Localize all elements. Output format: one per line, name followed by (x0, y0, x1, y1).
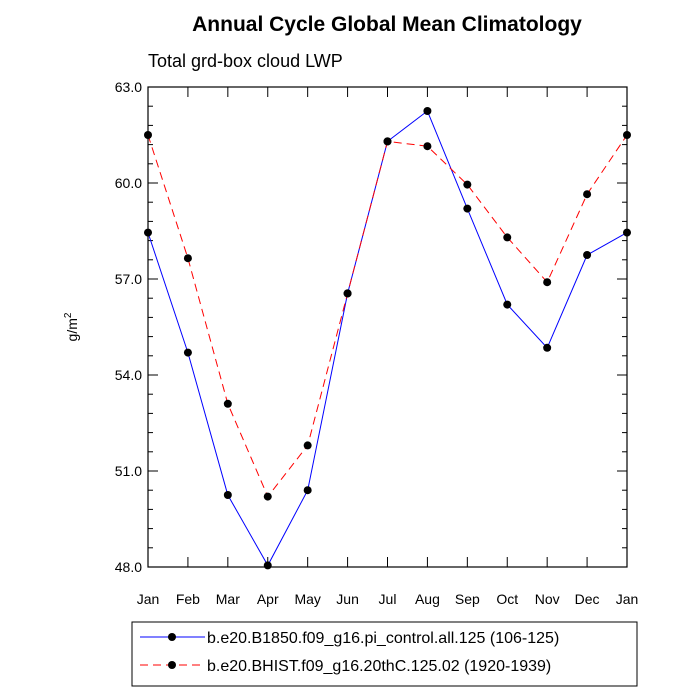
data-point (303, 486, 312, 495)
x-tick-label: Aug (415, 591, 440, 607)
data-point (223, 399, 232, 408)
data-point (263, 492, 272, 501)
y-tick-label: 48.0 (115, 559, 142, 575)
data-point (583, 251, 592, 259)
y-axis-label-superscript: 2 (63, 312, 74, 318)
data-point (183, 348, 192, 357)
data-point (503, 233, 512, 242)
x-tick-label: Apr (257, 591, 279, 607)
series-layer (144, 107, 631, 570)
data-point (463, 180, 472, 189)
data-point (543, 343, 552, 352)
x-tick-label: Sep (455, 591, 480, 607)
data-point (423, 142, 432, 151)
series-line-2 (147, 134, 628, 498)
legend-label-series-1: b.e20.B1850.f09_g16.pi_control.all.125 (… (207, 630, 559, 647)
x-tick-label: Mar (216, 591, 240, 607)
data-point (463, 204, 472, 213)
chart-subtitle: Total grd-box cloud LWP (148, 51, 343, 71)
plot-frame (147, 86, 628, 568)
data-point (183, 254, 192, 263)
legend-box (131, 621, 638, 687)
data-point (303, 441, 312, 450)
y-axis-label: g/m2 (63, 312, 80, 341)
x-tick-label: Jan (616, 591, 639, 607)
data-point (223, 491, 232, 499)
y-tick-label: 51.0 (115, 463, 142, 479)
data-point (263, 561, 272, 570)
y-tick-label: 57.0 (115, 271, 142, 287)
legend-label-series-2: b.e20.BHIST.f09_g16.20thC.125.02 (1920-1… (207, 658, 551, 675)
x-tick-label: Dec (575, 591, 600, 607)
legend-marker-series-1 (168, 633, 176, 641)
x-tick-label: Feb (176, 591, 200, 607)
x-tick-label: Jun (336, 591, 359, 607)
axis-ticks: 48.0 51.0 54.0 57.0 60.0 63.0 Jan Feb Mar Apr May J… (115, 79, 639, 607)
y-tick-label: 60.0 (115, 175, 142, 191)
legend: b.e20.B1850.f09_g16.pi_control.all.125 (… (131, 621, 638, 687)
legend-marker-series-2 (168, 661, 176, 669)
x-tick-label: Jan (137, 591, 160, 607)
y-axis-label-text: g/m (64, 318, 80, 341)
x-tick-label: Nov (535, 591, 560, 607)
data-point (583, 190, 592, 199)
x-tick-label: Oct (496, 591, 518, 607)
svg-text:g/m2: g/m2 (63, 312, 80, 341)
data-point (383, 137, 392, 146)
y-tick-label: 54.0 (115, 367, 142, 383)
series-2 (144, 131, 631, 501)
data-point (503, 300, 512, 309)
x-tick-label: May (294, 591, 320, 607)
series-1 (144, 107, 631, 570)
series-line-1 (147, 110, 628, 567)
data-point (423, 107, 432, 115)
data-point (543, 278, 552, 287)
x-tick-label: Jul (379, 591, 397, 607)
data-point (343, 289, 352, 298)
y-tick-label: 63.0 (115, 79, 142, 95)
chart-title: Annual Cycle Global Mean Climatology (192, 13, 582, 36)
